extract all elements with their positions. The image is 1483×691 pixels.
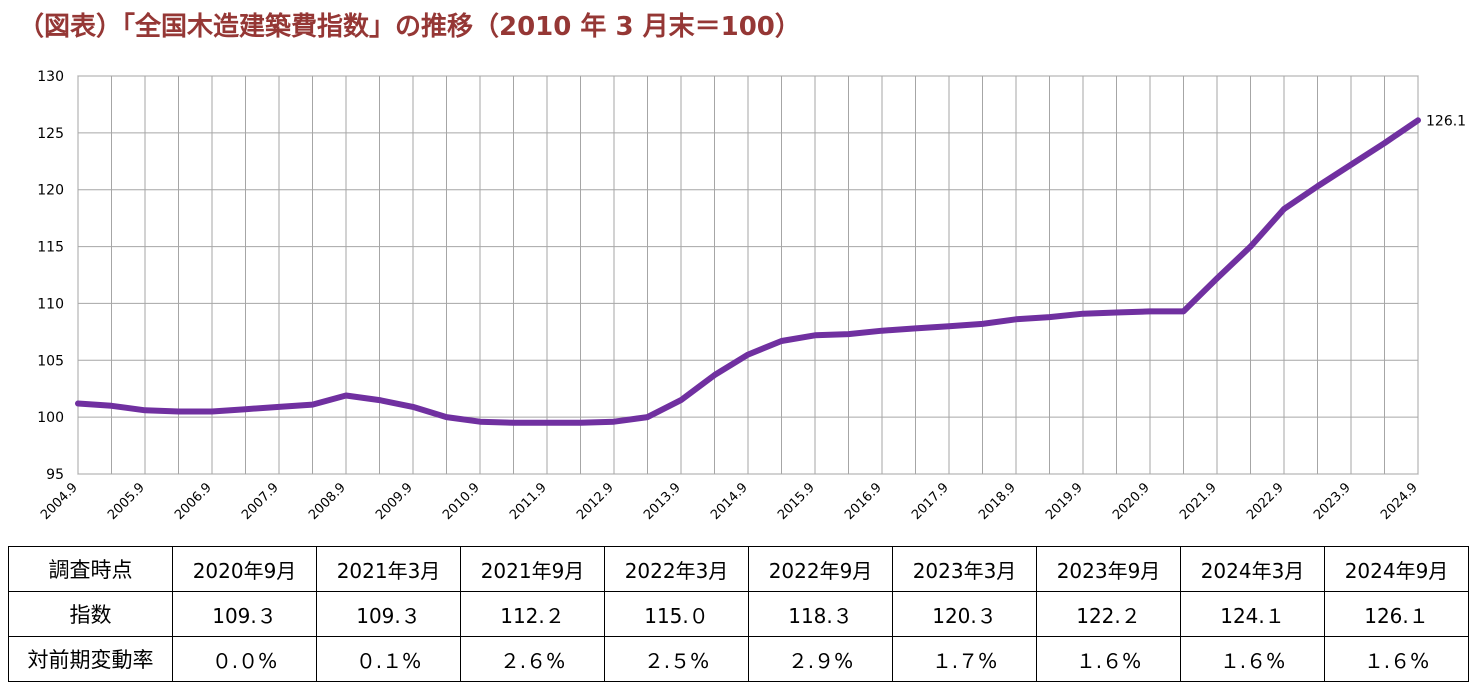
table-cell: １.６% [1180, 636, 1325, 682]
table-cell: 126.１ [1324, 591, 1469, 637]
y-tick-label: 110 [37, 296, 64, 312]
y-tick-label: 125 [37, 126, 64, 142]
table-cell: 122.２ [1036, 591, 1181, 637]
table-cell: 2024年9月 [1324, 546, 1469, 592]
y-tick-label: 120 [37, 183, 64, 199]
x-axis-tick-labels: 2004.9 2005.9 2006.9 2007.9 2008.9 2009.9 2010… [38, 480, 1421, 523]
x-tick-label: 2010.9 [440, 480, 483, 523]
table-cell: 109.３ [316, 591, 461, 637]
table-row-index: 指数 109.３ 109.３ 112.２ 115.０ 118.３ 120.３ 1… [8, 591, 1469, 637]
table-cell: 2023年3月 [892, 546, 1037, 592]
row-header-change: 対前期変動率 [8, 636, 173, 682]
x-tick-label: 2013.9 [641, 480, 684, 523]
table-cell: １.６% [1324, 636, 1469, 682]
table-cell: 2021年9月 [460, 546, 605, 592]
table-cell: 2021年3月 [316, 546, 461, 592]
x-tick-label: 2022.9 [1244, 480, 1287, 523]
x-tick-label: 2011.9 [507, 480, 550, 523]
chart-title: （図表）「全国木造建築費指数」の推移（2010 年 3 月末＝100） [18, 12, 801, 42]
x-tick-label: 2009.9 [373, 480, 416, 523]
line-chart: 95 100 105 110 115 120 125 130 2004.9 2005.9 2006… [37, 69, 1466, 523]
table-cell: ２.６% [460, 636, 605, 682]
data-table: 調査時点 2020年9月 2021年3月 2021年9月 2022年3月 202… [8, 546, 1469, 682]
table-cell: ０.０% [172, 636, 317, 682]
x-tick-label: 2007.9 [239, 480, 282, 523]
x-tick-label: 2017.9 [909, 480, 952, 523]
end-data-label: 126.1 [1426, 113, 1466, 129]
table-cell: 115.０ [604, 591, 749, 637]
table-cell: ０.１% [316, 636, 461, 682]
table-cell: 2023年9月 [1036, 546, 1181, 592]
x-tick-label: 2005.9 [105, 480, 148, 523]
table-cell: 2022年3月 [604, 546, 749, 592]
table-cell: 2020年9月 [172, 546, 317, 592]
table-cell: 109.３ [172, 591, 317, 637]
y-tick-label: 95 [46, 467, 64, 483]
x-tick-label: 2012.9 [574, 480, 617, 523]
table-row-change: 対前期変動率 ０.０% ０.１% ２.６% ２.５% ２.９% １.７% １.６… [8, 636, 1469, 682]
x-tick-label: 2020.9 [1110, 480, 1153, 523]
x-tick-label: 2018.9 [976, 480, 1019, 523]
end-label-group: 126.1 [1426, 113, 1466, 129]
table-cell: １.６% [1036, 636, 1181, 682]
table-cell: 124.１ [1180, 591, 1325, 637]
y-tick-label: 100 [37, 410, 64, 426]
table-cell: 2022年9月 [748, 546, 893, 592]
table-cell: 2024年3月 [1180, 546, 1325, 592]
x-tick-label: 2016.9 [842, 480, 885, 523]
table-cell: ２.９% [748, 636, 893, 682]
row-header-time: 調査時点 [8, 546, 173, 592]
x-tick-label: 2008.9 [306, 480, 349, 523]
x-tick-label: 2021.9 [1177, 480, 1220, 523]
x-tick-label: 2006.9 [172, 480, 215, 523]
x-tick-label: 2014.9 [708, 480, 751, 523]
row-header-index: 指数 [8, 591, 173, 637]
x-tick-label: 2004.9 [38, 480, 81, 523]
x-tick-label: 2024.9 [1378, 480, 1421, 523]
y-tick-label: 105 [37, 353, 64, 369]
table-cell: １.７% [892, 636, 1037, 682]
series-line [75, 117, 1421, 426]
y-tick-label: 130 [37, 69, 64, 85]
x-tick-label: 2015.9 [775, 480, 818, 523]
table-cell: ２.５% [604, 636, 749, 682]
y-tick-label: 115 [37, 240, 64, 256]
series-group [75, 117, 1421, 426]
table-cell: 118.３ [748, 591, 893, 637]
x-tick-label: 2023.9 [1311, 480, 1354, 523]
table-row-time: 調査時点 2020年9月 2021年3月 2021年9月 2022年3月 202… [8, 546, 1469, 592]
y-axis-tick-labels: 95 100 105 110 115 120 125 130 [37, 69, 64, 483]
x-tick-label: 2019.9 [1043, 480, 1086, 523]
table-cell: 120.３ [892, 591, 1037, 637]
table-cell: 112.２ [460, 591, 605, 637]
